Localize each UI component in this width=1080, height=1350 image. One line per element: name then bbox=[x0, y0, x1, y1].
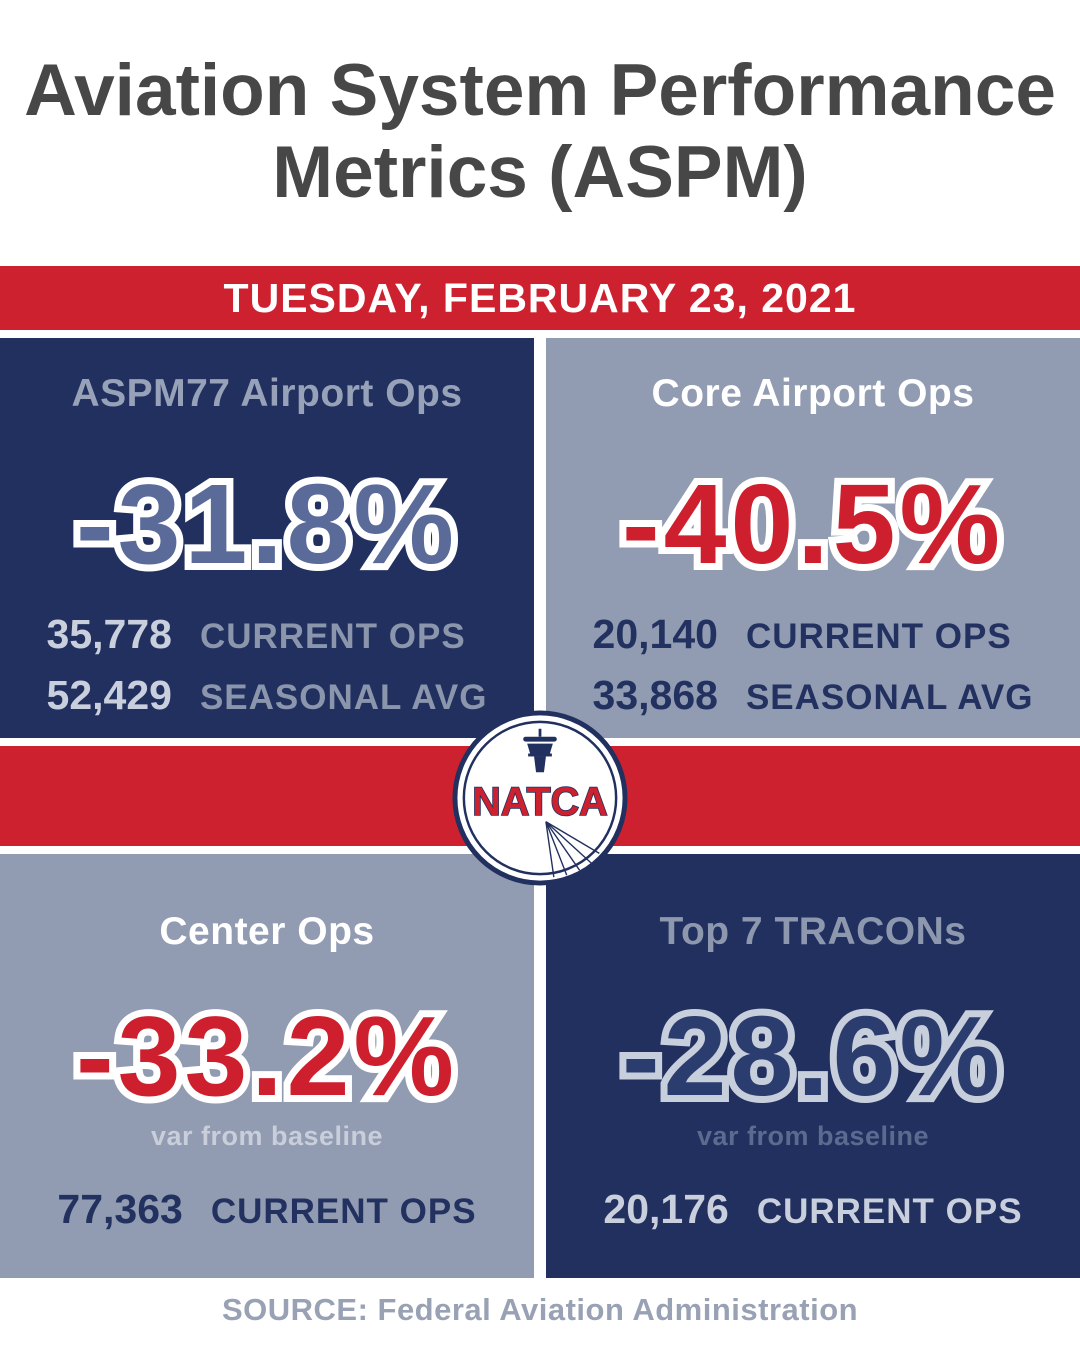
current-ops-value: 20,176 bbox=[603, 1186, 729, 1232]
current-ops-value: 20,140 bbox=[592, 611, 718, 657]
seasonal-avg-label: SEASONAL AVG bbox=[199, 678, 488, 717]
panel-heading: Top 7 TRACONs bbox=[659, 910, 967, 953]
radar-sweep-icon bbox=[545, 821, 600, 878]
logo-outer-ring bbox=[452, 710, 628, 886]
current-ops-label: CURRENT OPS bbox=[756, 1192, 1023, 1231]
percent-value: -31.8% bbox=[76, 468, 458, 582]
panel-center-ops: Center Ops -33.2% var from baseline 77,3… bbox=[0, 854, 534, 1278]
stats-group: 20,140 CURRENT OPS 33,868 SEASONAL AVG bbox=[593, 611, 1034, 719]
panel-heading: ASPM77 Airport Ops bbox=[71, 372, 463, 415]
stats-group: 77,363 CURRENT OPS bbox=[57, 1186, 476, 1233]
seasonal-avg-value: 33,868 bbox=[592, 672, 718, 718]
date-banner-text: TUESDAY, FEBRUARY 23, 2021 bbox=[223, 274, 857, 321]
page-title-line1: Aviation System Performance bbox=[24, 50, 1056, 131]
current-ops-label: CURRENT OPS bbox=[745, 617, 1012, 656]
percent-value: -33.2% bbox=[76, 1000, 458, 1114]
logo-text: NATCA bbox=[472, 780, 607, 824]
source-attribution: SOURCE: Federal Aviation Administration bbox=[221, 1292, 859, 1327]
var-from-baseline-note: var from baseline bbox=[696, 1121, 930, 1151]
current-ops-label: CURRENT OPS bbox=[210, 1192, 477, 1231]
panel-heading: Center Ops bbox=[159, 910, 375, 953]
current-ops-label: CURRENT OPS bbox=[199, 617, 466, 656]
seasonal-avg-label: SEASONAL AVG bbox=[745, 678, 1034, 717]
seasonal-avg-value: 52,429 bbox=[46, 672, 172, 718]
logo-inner-ring bbox=[462, 720, 618, 876]
stats-group: 35,778 CURRENT OPS 52,429 SEASONAL AVG bbox=[47, 611, 488, 719]
var-from-baseline-note: var from baseline bbox=[150, 1121, 384, 1151]
current-ops-value: 77,363 bbox=[57, 1186, 183, 1232]
current-ops-value: 35,778 bbox=[46, 611, 172, 657]
panel-top7-tracons: Top 7 TRACONs -28.6% var from baseline 2… bbox=[546, 854, 1080, 1278]
page-title: Aviation System Performance Metrics (ASP… bbox=[0, 50, 1080, 214]
panel-heading: Core Airport Ops bbox=[651, 372, 975, 415]
percent-value: -40.5% bbox=[622, 468, 1004, 582]
panel-aspm77-airport-ops: ASPM77 Airport Ops -31.8% 35,778 CURRENT… bbox=[0, 338, 534, 738]
stats-group: 20,176 CURRENT OPS bbox=[603, 1186, 1022, 1233]
control-tower-icon bbox=[523, 728, 557, 773]
page-title-line2: Metrics (ASPM) bbox=[272, 131, 808, 213]
percent-value: -28.6% bbox=[622, 1000, 1004, 1114]
natca-logo: NATCA bbox=[452, 710, 628, 886]
date-banner: TUESDAY, FEBRUARY 23, 2021 bbox=[0, 266, 1080, 330]
panel-core-airport-ops: Core Airport Ops -40.5% 20,140 CURRENT O… bbox=[546, 338, 1080, 738]
